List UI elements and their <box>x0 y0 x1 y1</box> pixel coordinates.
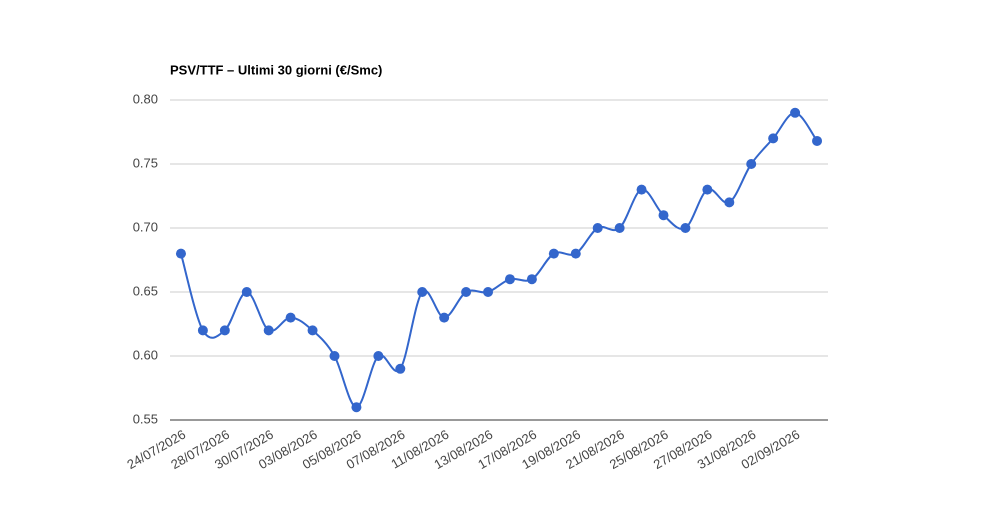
point <box>219 325 230 336</box>
chart-title: PSV/TTF – Ultimi 30 giorni (€/Smc) <box>170 62 382 77</box>
point <box>636 184 647 195</box>
y-tick-label: 0.70 <box>133 219 158 234</box>
y-tick-label: 0.60 <box>133 347 158 362</box>
point <box>746 159 757 169</box>
point <box>680 223 691 233</box>
point <box>329 351 340 361</box>
point <box>548 248 559 259</box>
point <box>373 351 384 361</box>
point <box>417 287 428 297</box>
point <box>263 325 274 336</box>
point <box>285 312 296 323</box>
point <box>570 248 581 259</box>
point <box>307 325 318 336</box>
point <box>702 184 713 195</box>
point <box>483 287 494 297</box>
point <box>768 133 779 144</box>
point <box>197 325 208 336</box>
y-tick-label: 0.65 <box>133 283 158 298</box>
point <box>614 223 625 233</box>
point <box>658 210 669 221</box>
point <box>812 135 823 146</box>
y-tick-label: 0.80 <box>133 91 158 106</box>
point <box>592 223 603 233</box>
point <box>461 287 472 297</box>
point <box>526 274 537 285</box>
y-tick-label: 0.55 <box>133 411 158 426</box>
point <box>439 312 450 323</box>
point <box>504 274 515 285</box>
y-tick-label: 0.75 <box>133 155 158 170</box>
point <box>395 363 406 374</box>
point <box>175 248 186 259</box>
point <box>724 197 735 208</box>
point <box>241 287 252 297</box>
point <box>790 107 801 118</box>
point <box>351 402 362 413</box>
line <box>180 111 818 409</box>
